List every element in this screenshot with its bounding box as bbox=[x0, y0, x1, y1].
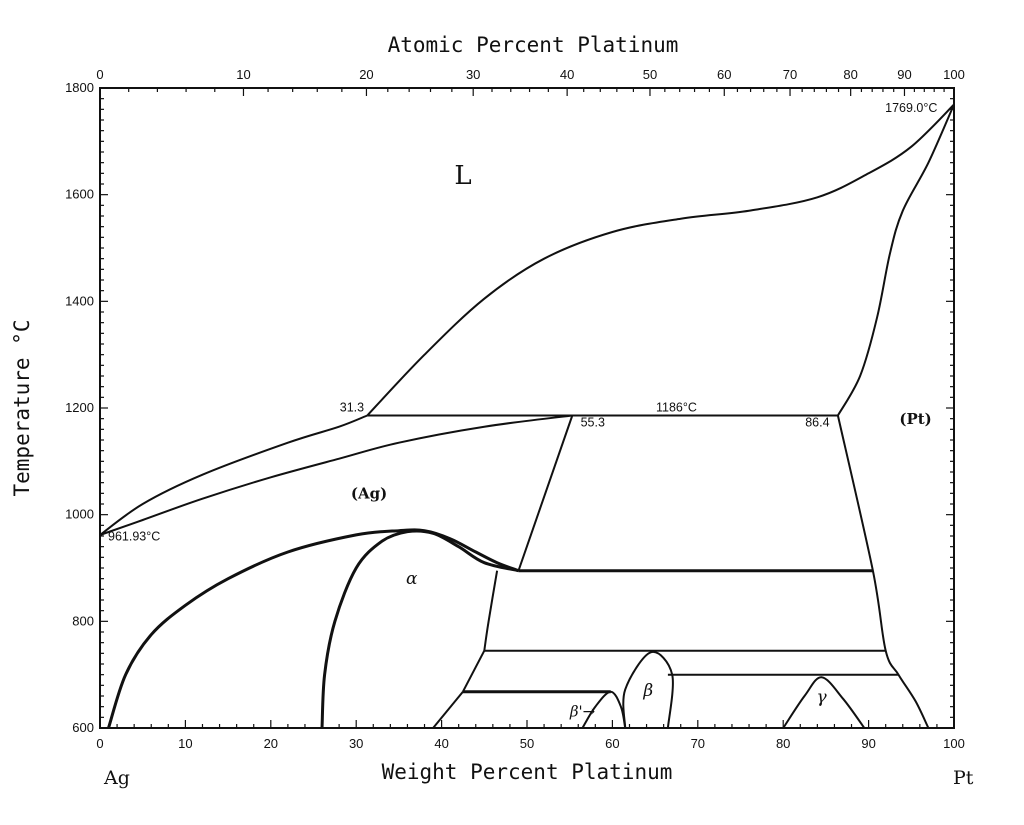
phase-boundary bbox=[432, 691, 464, 729]
x-tick-label: 30 bbox=[349, 736, 363, 751]
y-tick-label: 1400 bbox=[65, 293, 94, 308]
phase-boundary bbox=[837, 104, 955, 416]
top-tick-label: 30 bbox=[466, 67, 480, 82]
y-tick-label: 1800 bbox=[65, 80, 94, 95]
y-tick-label: 800 bbox=[72, 613, 94, 628]
x-tick-label: 50 bbox=[520, 736, 534, 751]
phase-boundary bbox=[366, 103, 955, 417]
right-element-label: Pt bbox=[953, 767, 974, 789]
top-tick-label: 0 bbox=[96, 67, 103, 82]
phase-boundary bbox=[462, 650, 486, 693]
phase-boundary bbox=[99, 414, 573, 536]
annotation-label: 1186°C bbox=[656, 401, 697, 415]
phase-boundaries bbox=[99, 103, 955, 729]
phase-boundary bbox=[581, 690, 627, 729]
x-tick-label: 90 bbox=[861, 736, 875, 751]
annotation-label: 86.4 bbox=[805, 416, 829, 430]
phase-label: β bbox=[642, 681, 653, 701]
phase-boundary bbox=[99, 414, 368, 536]
phase-label: β'→ bbox=[569, 702, 596, 720]
phase-boundary bbox=[836, 415, 930, 729]
top-tick-label: 40 bbox=[560, 67, 574, 82]
phase-label: (Pt) bbox=[899, 410, 931, 428]
phase-region-labels: L (Ag) (Pt) α β γ β'→ bbox=[351, 161, 932, 720]
annotation-label: 31.3 bbox=[340, 401, 364, 415]
annotation-label: 1769.0°C bbox=[885, 101, 937, 115]
phase-boundary bbox=[107, 528, 520, 729]
point-annotations: 1769.0°C 961.93°C 31.3 55.3 1186°C 86.4 bbox=[108, 101, 937, 543]
left-element-label: Ag bbox=[103, 767, 130, 789]
x-tick-label: 40 bbox=[434, 736, 448, 751]
y-tick-label: 1200 bbox=[65, 400, 94, 415]
phase-label: γ bbox=[817, 687, 828, 707]
x-tick-label: 70 bbox=[691, 736, 705, 751]
phase-boundary bbox=[320, 529, 519, 729]
top-tick-label: 80 bbox=[843, 67, 857, 82]
top-tick-label: 100 bbox=[943, 67, 965, 82]
x-tick-label: 10 bbox=[178, 736, 192, 751]
top-tick-label: 70 bbox=[783, 67, 797, 82]
x-tick-label: 20 bbox=[264, 736, 278, 751]
phase-boundary bbox=[517, 415, 574, 572]
top-tick-label: 20 bbox=[359, 67, 373, 82]
phase-label: (Ag) bbox=[351, 485, 387, 503]
phase-boundary bbox=[483, 570, 499, 651]
x-tick-label: 0 bbox=[96, 736, 103, 751]
tick-labels: 0 10 20 30 40 50 60 70 80 90 1000 10 20 30 40 50 60 70 80 9… bbox=[65, 67, 965, 751]
y-axis-title: Temperature °C bbox=[10, 319, 34, 496]
phase-boundary bbox=[622, 651, 674, 729]
x-tick-label: 80 bbox=[776, 736, 790, 751]
tick-marks bbox=[99, 87, 955, 729]
phase-label: α bbox=[406, 569, 418, 589]
y-tick-label: 1600 bbox=[65, 187, 94, 202]
x-tick-label: 100 bbox=[943, 736, 965, 751]
phase-boundary bbox=[782, 676, 866, 729]
top-tick-label: 60 bbox=[717, 67, 731, 82]
phase-label: L bbox=[454, 161, 471, 191]
y-tick-label: 600 bbox=[72, 720, 94, 735]
x-tick-label: 60 bbox=[605, 736, 619, 751]
top-tick-label: 90 bbox=[897, 67, 911, 82]
top-tick-label: 50 bbox=[643, 67, 657, 82]
plot-frame bbox=[99, 87, 955, 729]
x-axis-title: Weight Percent Platinum bbox=[382, 760, 673, 784]
y-tick-label: 1000 bbox=[65, 507, 94, 522]
top-tick-label: 10 bbox=[236, 67, 250, 82]
top-axis-title: Atomic Percent Platinum bbox=[388, 33, 679, 57]
annotation-label: 55.3 bbox=[581, 416, 605, 430]
annotation-label: 961.93°C bbox=[108, 529, 160, 543]
